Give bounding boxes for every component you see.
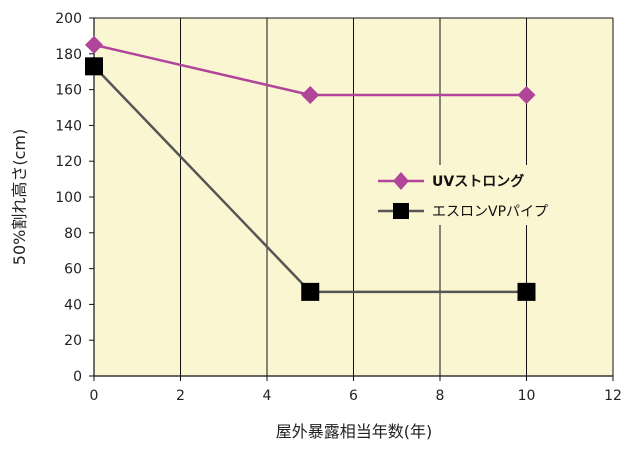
legend: UVストロング エスロンVPパイプ xyxy=(368,165,574,225)
legend-marker-eslon-vp xyxy=(393,203,409,219)
series-0-point-1 xyxy=(301,85,320,104)
y-tick-label-80: 80 xyxy=(64,226,82,242)
series-1-point-1 xyxy=(301,282,320,301)
y-tick-label-0: 0 xyxy=(73,369,82,385)
legend-marker-uv-strong xyxy=(393,172,409,190)
x-tick-label-8: 8 xyxy=(436,388,445,404)
y-tick-label-60: 60 xyxy=(64,262,82,278)
y-tick-label-180: 180 xyxy=(55,47,82,63)
y-tick-label-140: 140 xyxy=(55,118,82,134)
series-layer xyxy=(85,35,536,301)
y-tick-label-120: 120 xyxy=(55,154,82,170)
y-tick-label-200: 200 xyxy=(55,11,82,27)
y-axis-label: 50%割れ高さ(cm) xyxy=(10,129,29,265)
grid xyxy=(94,17,614,376)
x-tick-label-10: 10 xyxy=(518,388,536,404)
x-tick-label-2: 2 xyxy=(176,388,185,404)
series-1-point-0 xyxy=(85,57,103,76)
series-0-point-2 xyxy=(517,85,536,104)
x-tick-label-6: 6 xyxy=(349,388,358,404)
x-tick-label-0: 0 xyxy=(90,388,99,404)
x-tick-labels: 0 2 4 6 8 10 12 xyxy=(90,376,622,404)
legend-label-uv-strong: UVストロング xyxy=(432,173,524,190)
y-tick-label-100: 100 xyxy=(55,190,82,206)
legend-label-eslon-vp: エスロンVPパイプ xyxy=(432,204,548,220)
y-tick-label-20: 20 xyxy=(64,333,82,349)
x-axis-label: 屋外暴露相当年数(年) xyxy=(276,422,433,441)
x-tick-label-4: 4 xyxy=(263,388,272,404)
legend-entry-uv-strong: UVストロング xyxy=(378,172,524,190)
y-tick-label-160: 160 xyxy=(55,83,82,99)
legend-entry-eslon-vp: エスロンVPパイプ xyxy=(378,203,548,220)
x-tick-label-12: 12 xyxy=(604,388,622,404)
y-tick-label-40: 40 xyxy=(64,297,82,313)
series-0-point-0 xyxy=(85,35,103,54)
series-1-point-2 xyxy=(517,282,536,301)
y-tick-labels: 0 20 40 60 80 100 120 140 160 180 200 xyxy=(55,11,94,385)
